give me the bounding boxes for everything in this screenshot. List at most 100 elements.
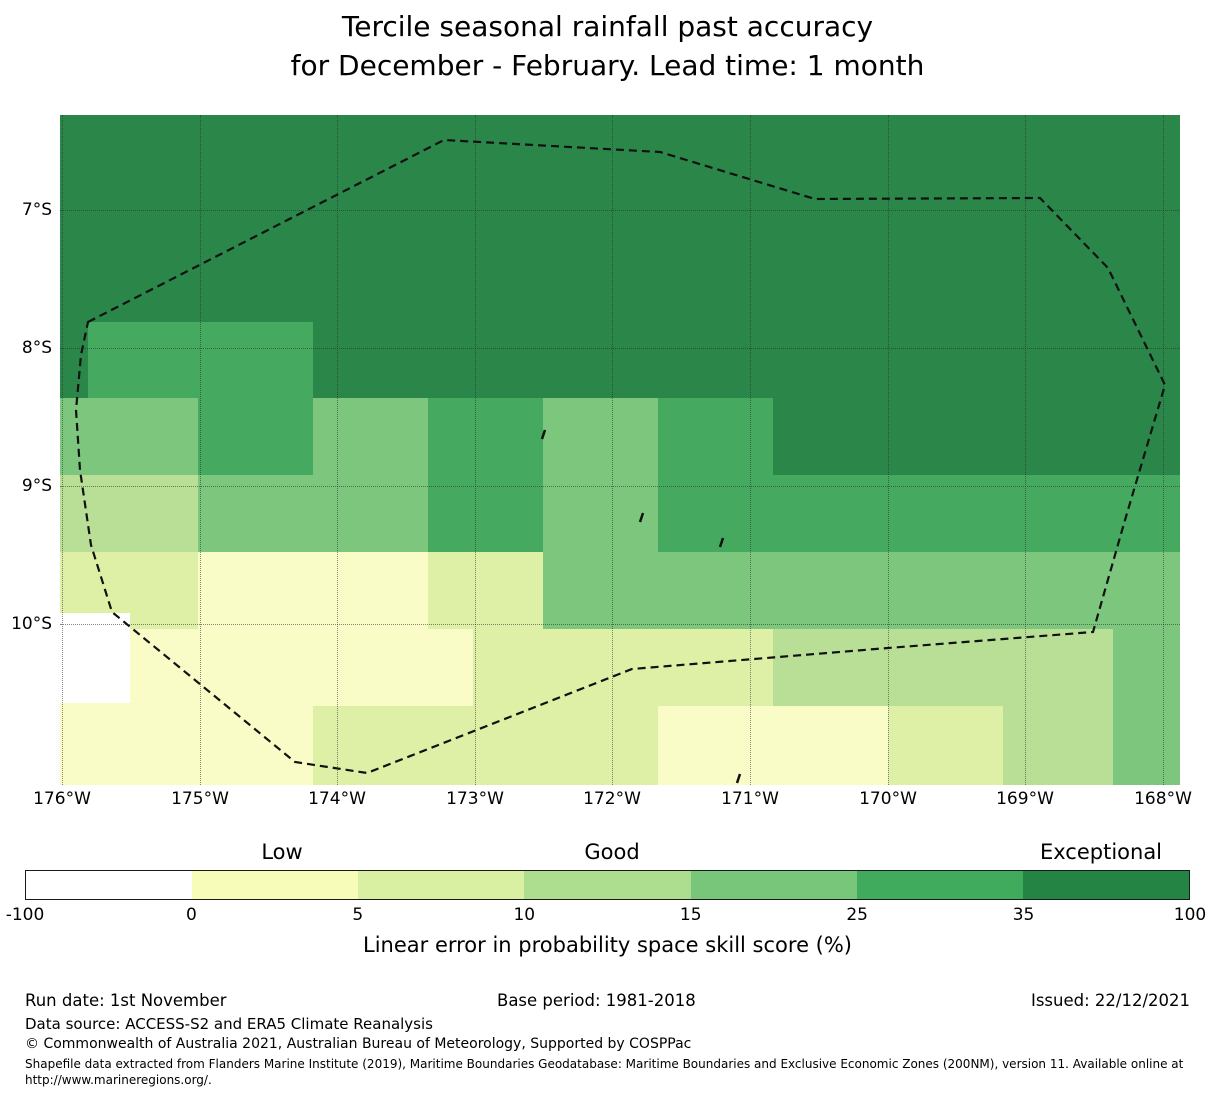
grid-cell	[198, 115, 313, 322]
grid-cell	[1113, 629, 1180, 706]
grid-cell	[428, 115, 473, 322]
issued-date-text: Issued: 22/12/2021	[1030, 991, 1190, 1010]
map-canvas	[60, 115, 1180, 785]
grid-cell	[543, 322, 658, 398]
grid-cell	[1113, 552, 1180, 629]
grid-cell	[198, 398, 313, 475]
grid-cell	[773, 398, 888, 475]
grid-cell	[473, 322, 543, 398]
colorbar-tick-label: 5	[352, 905, 364, 925]
colorbar-tick-label: 10	[513, 905, 536, 925]
grid-cell	[888, 398, 1003, 475]
parallel-gridline	[60, 486, 1180, 487]
colorbar-category-label: Low	[261, 840, 303, 864]
grid-cell	[1003, 115, 1113, 322]
grid-cell	[888, 552, 1003, 629]
grid-cell	[543, 706, 658, 785]
grid-cell	[60, 398, 88, 475]
grid-cell	[888, 629, 1003, 706]
longitude-tick-label: 172°W	[583, 789, 641, 809]
run-date-text: Run date: 1st November	[25, 991, 227, 1010]
colorbar	[25, 870, 1190, 900]
grid-cell	[313, 629, 428, 706]
grid-cell	[88, 322, 198, 398]
parallel-gridline	[60, 210, 1180, 211]
base-period-text: Base period: 1981-2018	[497, 991, 696, 1010]
longitude-tick-label: 169°W	[996, 789, 1054, 809]
grid-cell	[473, 629, 543, 706]
grid-cell	[313, 115, 428, 322]
colorbar-segment	[26, 871, 193, 899]
grid-cell	[1003, 629, 1113, 706]
grid-cell	[473, 398, 543, 475]
latitude-tick-label: 9°S	[21, 476, 52, 496]
meridian-gridline	[750, 115, 751, 785]
colorbar-tick-label: -100	[5, 905, 45, 925]
colorbar-tick-label: 100	[1173, 905, 1207, 925]
colorbar-tick-label: 0	[186, 905, 197, 925]
grid-cell	[60, 115, 88, 322]
grid-cell	[658, 552, 773, 629]
meridian-gridline	[475, 115, 476, 785]
colorbar-category-label: Good	[584, 840, 640, 864]
grid-cell	[428, 629, 473, 706]
page-title-line-1: Tercile seasonal rainfall past accuracy	[341, 10, 874, 43]
grid-cell	[773, 552, 888, 629]
longitude-tick-label: 173°W	[446, 789, 504, 809]
grid-cell	[773, 322, 888, 398]
meridian-gridline	[337, 115, 338, 785]
grid-cell	[60, 322, 88, 398]
latitude-tick-label: 8°S	[21, 338, 52, 358]
copyright-text: © Commonwealth of Australia 2021, Austra…	[25, 1036, 692, 1052]
grid-cell	[1003, 322, 1113, 398]
meridian-gridline	[1163, 115, 1164, 785]
colorbar-segment	[192, 871, 359, 899]
grid-cell	[773, 706, 888, 785]
grid-cell	[1113, 398, 1180, 475]
colorbar-segment	[358, 871, 525, 899]
meridian-gridline	[1025, 115, 1026, 785]
grid-cell	[313, 322, 428, 398]
grid-cell	[543, 398, 658, 475]
grid-cell	[198, 322, 313, 398]
grid-cell	[198, 706, 313, 785]
longitude-tick-label: 174°W	[308, 789, 366, 809]
longitude-tick-label: 175°W	[171, 789, 229, 809]
colorbar-segment	[856, 871, 1023, 899]
longitude-tick-label: 176°W	[33, 789, 91, 809]
grid-cell	[543, 629, 658, 706]
grid-cell	[88, 398, 198, 475]
grid-cell	[473, 552, 543, 629]
grid-cell	[773, 115, 888, 322]
grid-cell	[888, 115, 1003, 322]
grid-cell	[313, 706, 428, 785]
longitude-tick-label: 170°W	[859, 789, 917, 809]
grid-cell	[428, 552, 473, 629]
colorbar-tick-label: 25	[846, 905, 868, 925]
grid-cell	[543, 552, 658, 629]
grid-cell	[88, 115, 198, 322]
grid-cell	[658, 629, 773, 706]
page-title-line-2: for December - February. Lead time: 1 mo…	[290, 49, 925, 82]
grid-cell	[428, 322, 473, 398]
shapefile-attribution-text: Shapefile data extracted from Flanders M…	[25, 1057, 1184, 1087]
grid-cell	[473, 115, 543, 322]
grid-cell	[888, 706, 1003, 785]
colorbar-segment	[524, 871, 691, 899]
meridian-gridline	[612, 115, 613, 785]
colorbar-tick-label: 35	[1012, 905, 1035, 925]
longitude-tick-label: 171°W	[721, 789, 779, 809]
grid-cell	[198, 552, 313, 629]
meridian-gridline	[200, 115, 201, 785]
grid-cell	[1113, 706, 1180, 785]
colorbar-segment	[690, 871, 857, 899]
grid-cell	[1113, 115, 1180, 322]
longitude-tick-label: 168°W	[1134, 789, 1192, 809]
colorbar-category-label: Exceptional	[1039, 840, 1163, 864]
meridian-gridline	[62, 115, 63, 785]
colorbar-segment	[1022, 871, 1189, 899]
no-data-patch	[60, 613, 130, 703]
grid-cell	[88, 706, 198, 785]
latitude-tick-label: 10°S	[11, 614, 52, 634]
grid-cell	[888, 322, 1003, 398]
